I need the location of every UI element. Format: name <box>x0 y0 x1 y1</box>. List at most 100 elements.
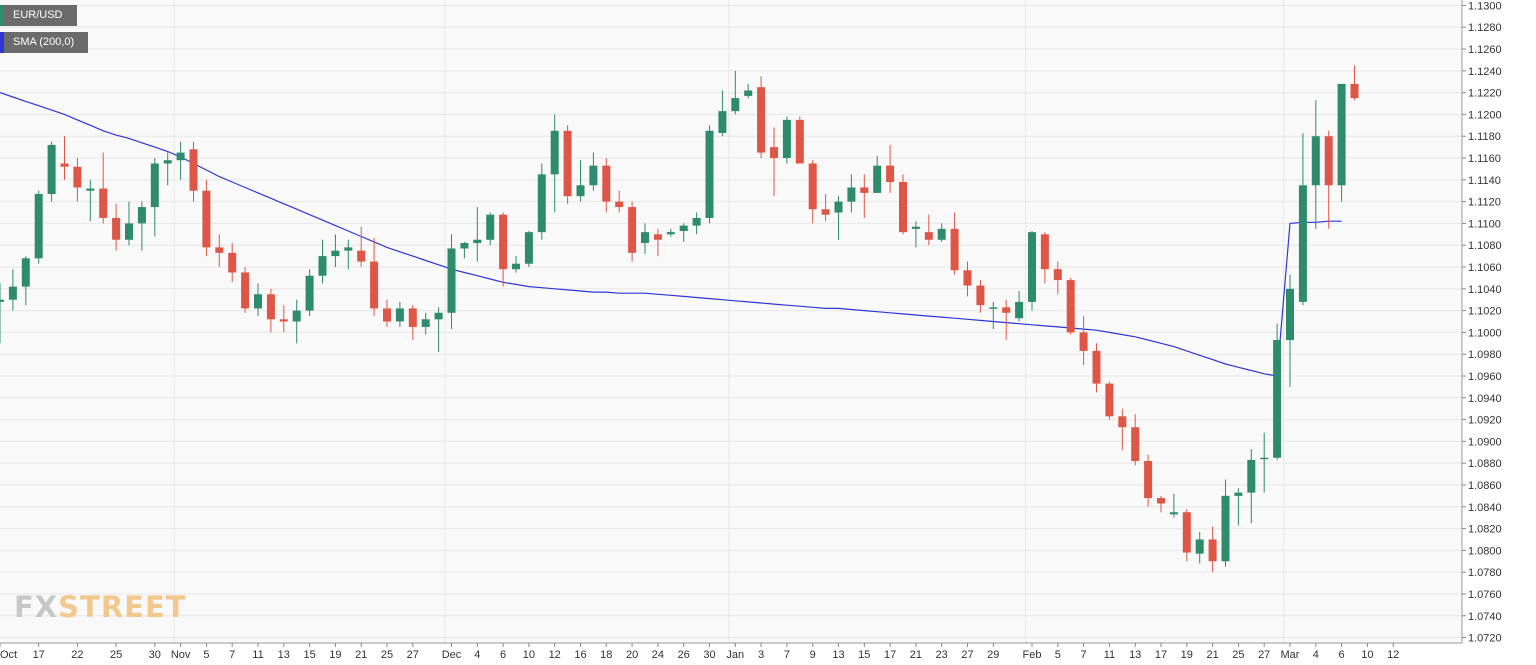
x-tick-label: 4 <box>1313 649 1319 661</box>
candle-body-up <box>873 165 882 193</box>
y-tick-label: 1.1000 <box>1468 327 1502 339</box>
y-tick-label: 1.1100 <box>1468 218 1501 230</box>
candle-body-up <box>1247 459 1256 493</box>
x-tick-label: 5 <box>1055 649 1061 661</box>
candle-body-up <box>447 248 456 313</box>
candle-body-down <box>408 308 417 327</box>
candle-body-up <box>486 214 495 240</box>
x-tick-label: 12 <box>549 649 561 661</box>
candle-body-up <box>8 286 17 300</box>
candle-body-up <box>1234 492 1243 496</box>
candle-body-down <box>1002 307 1011 313</box>
x-tick-label: 17 <box>33 649 45 661</box>
candle-body-up <box>125 223 133 240</box>
y-tick-label: 1.0840 <box>1468 502 1502 514</box>
legend-sma: SMA (200,0) <box>0 32 89 53</box>
candle-body-down <box>924 232 933 240</box>
candle-body-down <box>266 294 275 320</box>
x-tick-label: Nov <box>171 649 191 661</box>
y-tick-label: 1.1180 <box>1468 131 1501 143</box>
candle-body-down <box>499 214 508 270</box>
candle-body-down <box>1182 512 1191 553</box>
candle-body-down <box>976 285 985 306</box>
x-tick-label: 13 <box>832 649 844 661</box>
y-tick-label: 1.1260 <box>1468 44 1502 56</box>
x-tick-label: 16 <box>574 649 586 661</box>
candle-body-down <box>370 261 379 309</box>
y-tick-label: 1.0900 <box>1468 436 1502 448</box>
candle-body-down <box>189 149 198 191</box>
candle-body-down <box>886 165 895 183</box>
y-tick-label: 1.1220 <box>1468 88 1502 100</box>
x-tick-label: 3 <box>758 649 764 661</box>
candle-body-down <box>99 188 108 218</box>
candle-body-down <box>60 163 69 167</box>
x-tick-label: 15 <box>858 649 870 661</box>
candle-body-down <box>1324 136 1333 186</box>
x-tick-label: 6 <box>1339 649 1345 661</box>
candle-body-up <box>537 174 546 233</box>
y-tick-label: 1.1020 <box>1468 306 1502 318</box>
y-tick-label: 1.1240 <box>1468 66 1502 78</box>
candle-body-up <box>589 165 598 186</box>
candle-body-up <box>0 299 4 302</box>
legend-sma-label: SMA (200,0) <box>13 36 75 48</box>
candle-body-down <box>950 228 959 271</box>
candle-body-up <box>524 232 533 264</box>
candle-body-down <box>202 190 211 248</box>
x-tick-label: 23 <box>936 649 948 661</box>
x-tick-label: 19 <box>329 649 341 661</box>
candle-body-down <box>563 130 572 197</box>
candle-body-down <box>1040 234 1049 270</box>
candle-body-up <box>512 263 520 270</box>
x-tick-label: 27 <box>407 649 419 661</box>
candle-body-down <box>770 147 778 159</box>
candle-body-up <box>911 226 920 229</box>
y-tick-label: 1.1080 <box>1468 240 1502 252</box>
y-tick-label: 1.0780 <box>1468 567 1502 579</box>
y-tick-label: 1.0940 <box>1468 393 1502 405</box>
candle-body-down <box>795 119 804 164</box>
candle-body-up <box>460 243 469 249</box>
candle-body-up <box>989 307 998 309</box>
y-tick-label: 1.1280 <box>1468 22 1502 34</box>
candle-body-down <box>963 270 972 286</box>
candle-body-up <box>641 232 649 244</box>
x-tick-label: 15 <box>303 649 315 661</box>
candle-body-down <box>1131 427 1140 461</box>
y-tick-label: 1.0980 <box>1468 349 1502 361</box>
candle-body-down <box>602 165 611 202</box>
candle-body-up <box>1273 340 1282 458</box>
candle-body-up <box>1015 301 1024 319</box>
sma-line <box>0 92 1342 377</box>
candle-body-up <box>679 225 688 232</box>
x-tick-label: 26 <box>678 649 690 661</box>
x-tick-label: 7 <box>1081 649 1087 661</box>
candle-body-up <box>937 228 946 240</box>
candle-body-up <box>176 152 185 161</box>
y-tick-label: 1.0720 <box>1468 633 1502 645</box>
x-tick-label: 17 <box>1155 649 1167 661</box>
y-tick-label: 1.0920 <box>1468 415 1502 427</box>
candle-body-down <box>1092 350 1101 384</box>
x-tick-label: Feb <box>1023 649 1042 661</box>
x-tick-label: 24 <box>652 649 664 661</box>
candle-body-up <box>150 163 159 208</box>
candle-body-up <box>1195 539 1204 554</box>
candle-body-up <box>1169 512 1178 515</box>
x-tick-label: 10 <box>1361 649 1373 661</box>
x-tick-label: Jan <box>726 649 744 661</box>
y-tick-label: 1.0760 <box>1468 589 1502 601</box>
candle-body-up <box>318 256 327 276</box>
candle-body-down <box>1144 460 1153 499</box>
candle-body-down <box>821 209 830 215</box>
candle-body-up <box>834 201 843 213</box>
logo-street: STREET <box>58 590 187 624</box>
x-tick-label: 30 <box>149 649 161 661</box>
candle-body-down <box>112 217 121 240</box>
x-tick-label: 25 <box>1232 649 1244 661</box>
y-tick-label: 1.1200 <box>1468 109 1502 121</box>
x-tick-label: 21 <box>910 649 922 661</box>
x-tick-label: 25 <box>381 649 393 661</box>
